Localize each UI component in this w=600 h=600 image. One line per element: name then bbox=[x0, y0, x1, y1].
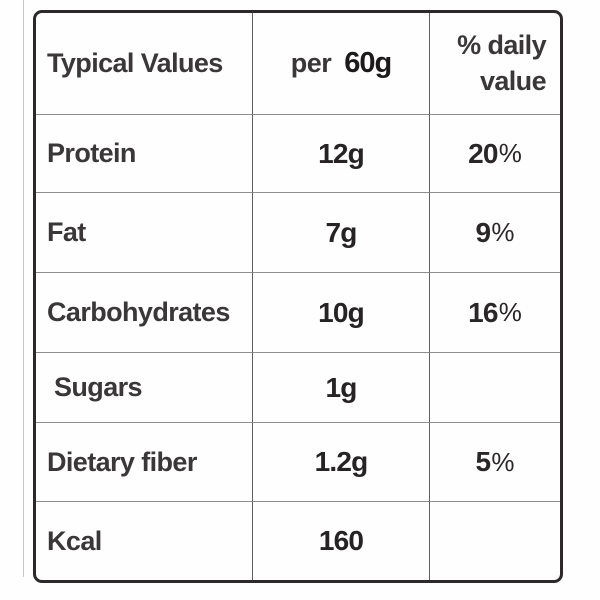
row-protein-dv-number: 20 bbox=[468, 137, 498, 169]
row-dietary-fiber-daily-value: 5 % bbox=[430, 423, 560, 502]
row-dietary-fiber-amount: 1.2g bbox=[253, 423, 430, 502]
header-per-serving: per 60g bbox=[253, 13, 430, 115]
row-sugars-label: Sugars bbox=[36, 353, 253, 423]
row-fat-label: Fat bbox=[36, 193, 253, 273]
header-serving-size: 60g bbox=[344, 47, 392, 79]
row-sugars-daily-value bbox=[430, 353, 560, 423]
row-dietary-fiber-label: Dietary fiber bbox=[36, 423, 253, 502]
header-daily-value-text: % daily value bbox=[457, 30, 546, 96]
header-typical-values: Typical Values bbox=[36, 13, 253, 115]
row-kcal-amount: 160 bbox=[253, 502, 430, 580]
row-protein-label: Protein bbox=[36, 115, 253, 193]
nutrition-table: Typical Values per 60g % daily value Pro… bbox=[33, 10, 563, 583]
row-dietary-fiber-percent-sign: % bbox=[491, 446, 515, 477]
header-daily-value: % daily value bbox=[430, 13, 560, 115]
row-carbohydrates-amount: 10g bbox=[253, 273, 430, 353]
row-fat-amount: 7g bbox=[253, 193, 430, 273]
row-fat-percent-sign: % bbox=[491, 217, 515, 247]
header-typical-values-text: Typical Values bbox=[47, 48, 223, 78]
row-carbohydrates-label: Carbohydrates bbox=[36, 273, 253, 353]
row-carbohydrates-percent-sign: % bbox=[498, 297, 522, 327]
row-kcal-daily-value bbox=[430, 502, 560, 580]
row-protein-daily-value: 20 % bbox=[430, 115, 560, 193]
row-carbohydrates-dv-number: 16 bbox=[468, 296, 498, 328]
row-sugars-amount: 1g bbox=[253, 353, 430, 423]
label-edge-line bbox=[23, 0, 24, 577]
row-dietary-fiber-dv-number: 5 bbox=[475, 446, 492, 477]
row-fat-dv-number: 9 bbox=[475, 216, 492, 248]
row-protein-amount: 12g bbox=[253, 115, 430, 193]
row-fat-daily-value: 9 % bbox=[430, 193, 560, 273]
row-kcal-label: Kcal bbox=[36, 502, 253, 580]
row-carbohydrates-daily-value: 16 % bbox=[430, 273, 560, 353]
row-protein-percent-sign: % bbox=[498, 138, 522, 168]
header-per-text: per bbox=[290, 48, 332, 78]
